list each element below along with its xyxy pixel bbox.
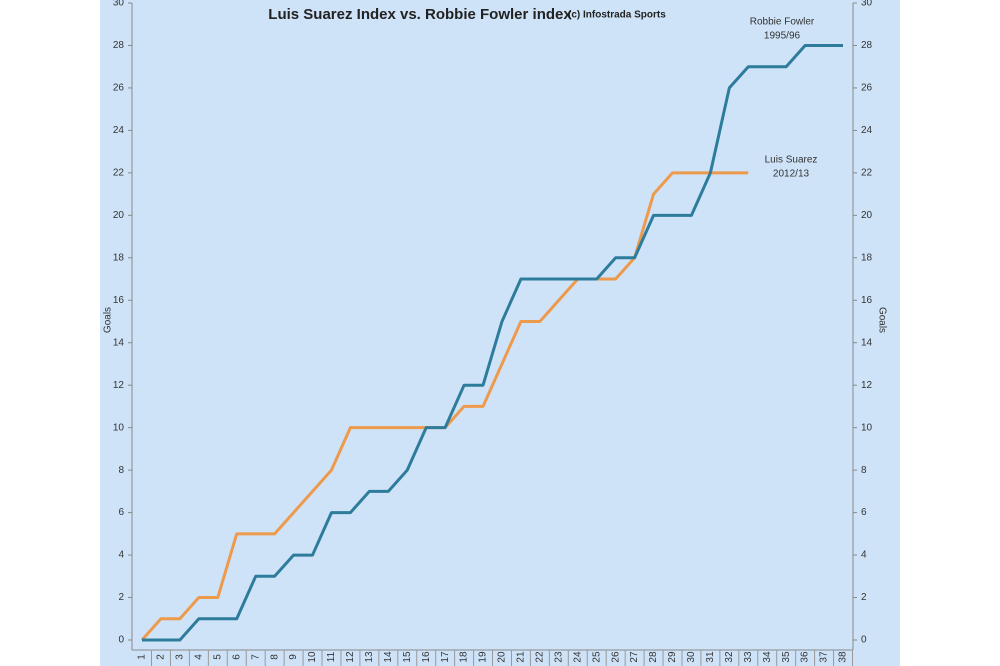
x-tick-label: 29 bbox=[667, 651, 678, 663]
x-tick-label: 20 bbox=[497, 651, 508, 663]
y2-tick-label: 28 bbox=[861, 40, 873, 51]
y2-tick-label: 20 bbox=[861, 210, 873, 221]
x-tick-label: 33 bbox=[743, 651, 754, 663]
x-tick-label: 31 bbox=[705, 651, 716, 663]
y2-tick-label: 0 bbox=[861, 635, 867, 646]
y2-tick-label: 4 bbox=[861, 550, 867, 561]
y2-tick-label: 6 bbox=[861, 507, 867, 518]
x-tick-label: 6 bbox=[231, 654, 242, 660]
y-tick-label: 24 bbox=[113, 125, 125, 136]
x-tick-label: 22 bbox=[535, 651, 546, 663]
x-tick-label: 17 bbox=[440, 651, 451, 663]
annotation: Robbie Fowler bbox=[750, 17, 815, 28]
annotation: 2012/13 bbox=[773, 169, 810, 180]
y2-tick-label: 26 bbox=[861, 83, 873, 94]
x-tick-label: 15 bbox=[402, 651, 413, 663]
x-tick-label: 4 bbox=[193, 654, 204, 660]
y-tick-label: 20 bbox=[113, 210, 125, 221]
y2-tick-label: 16 bbox=[861, 295, 873, 306]
y-tick-label: 12 bbox=[113, 380, 125, 391]
chart-subtitle: (c) Infostrada Sports bbox=[568, 10, 666, 21]
y2-tick-label: 12 bbox=[861, 380, 873, 391]
y-tick-label: 0 bbox=[118, 635, 124, 646]
x-tick-label: 35 bbox=[781, 651, 792, 663]
y2-tick-label: 22 bbox=[861, 168, 873, 179]
x-tick-label: 8 bbox=[269, 654, 280, 660]
x-tick-label: 18 bbox=[459, 651, 470, 663]
x-tick-label: 10 bbox=[307, 651, 318, 663]
x-tick-label: 3 bbox=[175, 654, 186, 660]
y2-tick-label: 30 bbox=[861, 0, 873, 9]
y-tick-label: 14 bbox=[113, 337, 125, 348]
series-line bbox=[142, 43, 843, 642]
y-tick-label: 6 bbox=[118, 507, 124, 518]
x-tick-label: 14 bbox=[383, 651, 394, 663]
x-tick-label: 27 bbox=[629, 651, 640, 663]
chart-title: Luis Suarez Index vs. Robbie Fowler inde… bbox=[268, 6, 572, 23]
y2-tick-label: 10 bbox=[861, 422, 873, 433]
x-tick-label: 12 bbox=[345, 651, 356, 663]
x-tick-label: 7 bbox=[250, 654, 261, 660]
x-tick-label: 28 bbox=[648, 651, 659, 663]
x-tick-label: 36 bbox=[800, 651, 811, 663]
x-tick-label: 21 bbox=[516, 651, 527, 663]
x-tick-label: 23 bbox=[553, 651, 564, 663]
x-tick-label: 24 bbox=[572, 651, 583, 663]
x-tick-label: 38 bbox=[838, 651, 849, 663]
y-tick-label: 28 bbox=[113, 40, 125, 51]
y-tick-label: 10 bbox=[113, 422, 125, 433]
y-tick-label: 8 bbox=[118, 465, 124, 476]
x-tick-label: 32 bbox=[724, 651, 735, 663]
x-tick-label: 26 bbox=[610, 651, 621, 663]
x-tick-label: 9 bbox=[288, 654, 299, 660]
x-tick-label: 16 bbox=[421, 651, 432, 663]
annotation: 1995/96 bbox=[764, 31, 801, 42]
x-tick-label: 13 bbox=[364, 651, 375, 663]
y-tick-label: 4 bbox=[118, 550, 124, 561]
y2-tick-label: 18 bbox=[861, 252, 873, 263]
y-tick-label: 30 bbox=[113, 0, 125, 9]
x-tick-label: 37 bbox=[819, 651, 830, 663]
x-tick-label: 30 bbox=[686, 651, 697, 663]
y-tick-label: 26 bbox=[113, 83, 125, 94]
x-tick-label: 2 bbox=[156, 654, 167, 660]
y2-tick-label: 14 bbox=[861, 337, 873, 348]
annotation: Luis Suarez bbox=[765, 155, 818, 166]
x-tick-label: 34 bbox=[762, 651, 773, 663]
x-tick-label: 5 bbox=[212, 654, 223, 660]
y2-tick-label: 8 bbox=[861, 465, 867, 476]
y-axis-label: Goals bbox=[103, 307, 114, 333]
y-tick-label: 22 bbox=[113, 168, 125, 179]
y-tick-label: 2 bbox=[118, 592, 124, 603]
y-tick-label: 16 bbox=[113, 295, 125, 306]
x-tick-label: 19 bbox=[478, 651, 489, 663]
x-tick-label: 25 bbox=[591, 651, 602, 663]
y2-tick-label: 2 bbox=[861, 592, 867, 603]
x-tick-label: 1 bbox=[137, 654, 148, 660]
y-tick-label: 18 bbox=[113, 252, 125, 263]
x-tick-label: 11 bbox=[326, 651, 337, 662]
y2-axis-label: Goals bbox=[876, 307, 887, 333]
y2-tick-label: 24 bbox=[861, 125, 873, 136]
